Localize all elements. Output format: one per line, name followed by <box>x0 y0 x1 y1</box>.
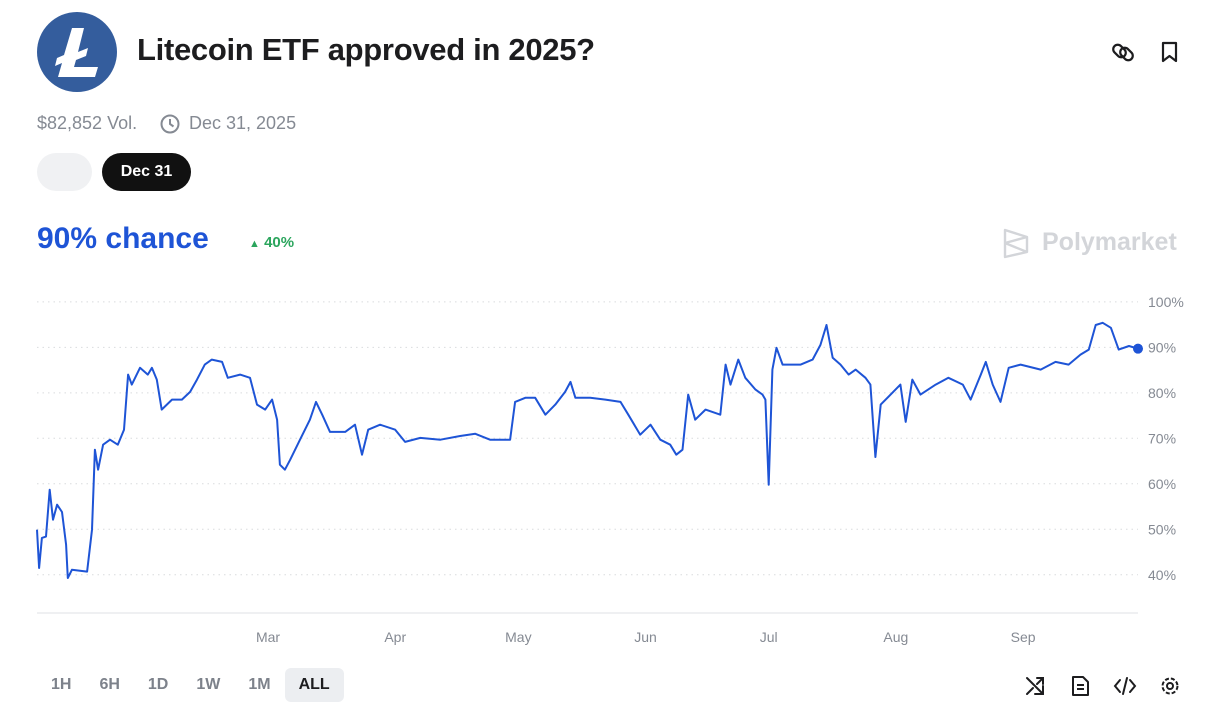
range-button[interactable]: ALL <box>284 668 344 702</box>
x-tick-label: Jun <box>634 629 657 645</box>
document-icon[interactable] <box>1072 676 1089 696</box>
change: ▲ 40% <box>249 234 295 251</box>
end-date: Dec 31, 2025 <box>189 113 297 133</box>
y-tick-label: 80% <box>1148 385 1176 401</box>
price-line <box>36 321 1139 579</box>
chance: 90% chance <box>37 222 209 255</box>
logo <box>37 12 117 92</box>
brand: Polymarket <box>1042 228 1177 256</box>
x-tick-label: May <box>505 629 531 645</box>
range-button[interactable]: 6H <box>99 676 120 693</box>
change-value: 40% <box>264 234 295 251</box>
x-tick-label: Sep <box>1011 629 1036 645</box>
bookmark-icon[interactable] <box>1161 41 1178 63</box>
history-button[interactable] <box>37 153 92 191</box>
x-tick-label: Apr <box>384 629 406 645</box>
range-button[interactable]: 1H <box>51 676 72 693</box>
brand-logo <box>1003 228 1029 259</box>
range-button[interactable]: 1D <box>147 676 169 693</box>
y-tick-label: 90% <box>1148 339 1176 355</box>
date-tab[interactable]: Dec 31 <box>102 153 191 191</box>
x-tick-label: Mar <box>256 629 280 645</box>
shuffle-icon[interactable] <box>1026 677 1044 695</box>
link-icon[interactable] <box>1111 43 1134 62</box>
current-point <box>1133 343 1143 354</box>
y-tick-label: 40% <box>1148 567 1176 583</box>
range-button[interactable]: 1W <box>196 676 221 693</box>
y-tick-label: 50% <box>1148 521 1176 537</box>
range-button[interactable]: 1M <box>248 676 271 693</box>
embed-icon[interactable] <box>1113 677 1137 695</box>
settings-icon[interactable] <box>1161 677 1179 695</box>
y-tick-label: 100% <box>1148 294 1184 310</box>
x-tick-label: Jul <box>760 629 778 645</box>
y-tick-label: 60% <box>1148 476 1176 492</box>
market-title: Litecoin ETF approved in 2025? <box>137 32 595 67</box>
clock-icon <box>160 114 180 134</box>
y-tick-label: 70% <box>1148 430 1176 446</box>
x-tick-label: Aug <box>883 629 908 645</box>
volume: $82,852 Vol. <box>37 113 138 133</box>
range-buttons: 1H 6H 1D 1W 1M ALL <box>37 668 344 702</box>
